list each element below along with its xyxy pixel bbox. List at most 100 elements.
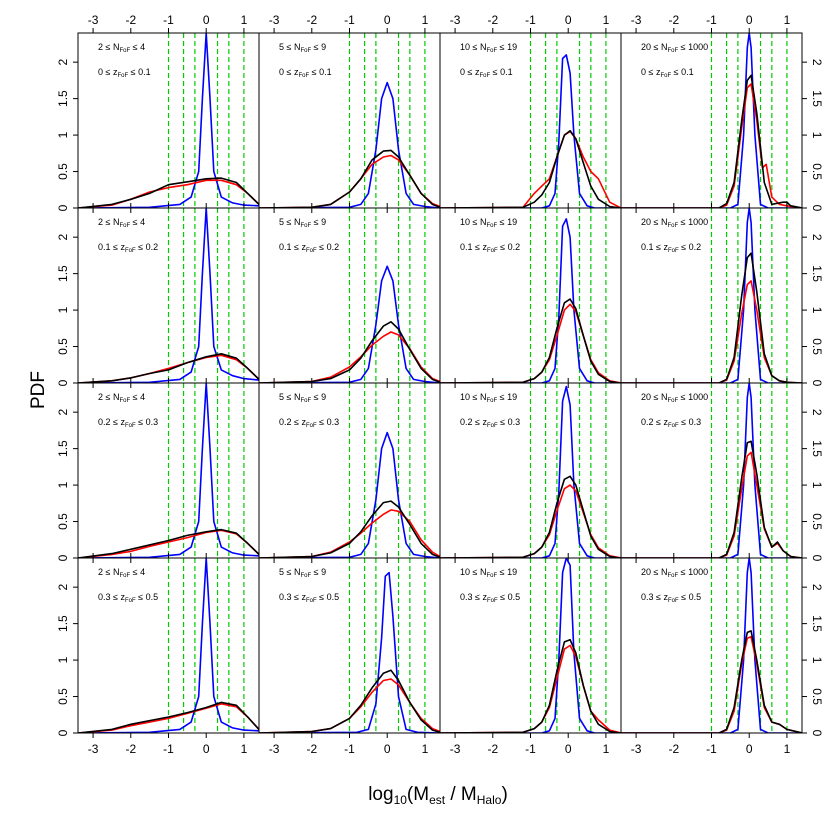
panel-r3-c1: 00.511.522 ≤ NFoF ≤ 40.2 ≤ zFoF ≤ 0.3 bbox=[56, 378, 260, 563]
y-tick-label-right: 0.5 bbox=[810, 163, 824, 180]
y-tick-label: 1 bbox=[56, 306, 70, 313]
n-range-post: ≤ 19 bbox=[497, 392, 517, 402]
x-tick-label-bottom: -1 bbox=[525, 742, 536, 756]
series-black-curve bbox=[440, 129, 621, 208]
x-tick-label-bottom: -2 bbox=[668, 742, 679, 756]
y-tick-label-right: 0 bbox=[810, 205, 824, 212]
y-tick-label-right: 1 bbox=[810, 657, 824, 664]
series-blue-curve bbox=[621, 383, 802, 558]
z-range-sub: FoF bbox=[668, 248, 679, 254]
n-range-post: ≤ 19 bbox=[497, 42, 517, 52]
n-range-sub: FoF bbox=[486, 223, 497, 229]
n-range-pre: 2 ≤ N bbox=[98, 42, 119, 52]
x-tick-label-top: 1 bbox=[603, 13, 610, 27]
z-range-post: ≤ 0.5 bbox=[679, 592, 701, 602]
panel-r1-c3: -3 -2 -1 0 110 ≤ NFoF ≤ 190 ≤ zFoF ≤ 0.1 bbox=[439, 13, 622, 213]
x-tick-label-bottom: 1 bbox=[784, 742, 791, 756]
n-range-sub: FoF bbox=[667, 223, 678, 229]
series-black-curve bbox=[621, 74, 802, 208]
panel-r4-c2: -3 -2 -1 0 15 ≤ NFoF ≤ 90.3 ≤ zFoF ≤ 0.5 bbox=[258, 553, 441, 756]
z-range-pre: 0.2 ≤ z bbox=[460, 417, 487, 427]
z-range-pre: 0 ≤ z bbox=[460, 67, 480, 77]
n-range-post: ≤ 4 bbox=[130, 392, 145, 402]
n-range-pre: 10 ≤ N bbox=[460, 217, 486, 227]
x-tick-label-top: 0 bbox=[565, 13, 572, 27]
z-range-sub: FoF bbox=[487, 248, 498, 254]
y-tick-label: 1 bbox=[56, 131, 70, 138]
n-range-sub: FoF bbox=[119, 48, 130, 54]
x-tick-label-top: -3 bbox=[450, 13, 461, 27]
z-range-label: 0.2 ≤ zFoF ≤ 0.3 bbox=[279, 417, 339, 429]
z-range-post: ≤ 0.2 bbox=[498, 242, 520, 252]
y-tick-label-right: 0.5 bbox=[810, 688, 824, 705]
z-range-sub: FoF bbox=[306, 423, 317, 429]
x-tick-label-top: -3 bbox=[631, 13, 642, 27]
n-range-pre: 20 ≤ N bbox=[641, 392, 667, 402]
z-range-label: 0.1 ≤ zFoF ≤ 0.2 bbox=[98, 242, 158, 254]
z-range-pre: 0.3 ≤ z bbox=[641, 592, 668, 602]
x-tick-label-bottom: 0 bbox=[565, 742, 572, 756]
n-range-sub: FoF bbox=[300, 223, 311, 229]
z-range-sub: FoF bbox=[117, 73, 128, 79]
z-range-sub: FoF bbox=[487, 598, 498, 604]
x-axis-title: log10(Mest / MHalo) bbox=[368, 784, 508, 807]
z-range-label: 0.2 ≤ zFoF ≤ 0.3 bbox=[98, 417, 158, 429]
panel-r2-c1: 00.511.522 ≤ NFoF ≤ 40.1 ≤ zFoF ≤ 0.2 bbox=[56, 203, 260, 388]
x-tick-label-bottom: 0 bbox=[203, 742, 210, 756]
z-range-label: 0.3 ≤ zFoF ≤ 0.5 bbox=[460, 592, 520, 604]
series-blue-curve bbox=[259, 265, 440, 383]
z-range-post: ≤ 0.3 bbox=[136, 417, 158, 427]
z-range-pre: 0.3 ≤ z bbox=[460, 592, 487, 602]
y-tick-label: 0.5 bbox=[56, 338, 70, 355]
z-range-post: ≤ 0.1 bbox=[309, 67, 331, 77]
z-range-sub: FoF bbox=[125, 423, 136, 429]
x-tick-label-top: -3 bbox=[88, 13, 99, 27]
series-blue-curve bbox=[440, 54, 621, 208]
series-blue-curve bbox=[259, 431, 440, 558]
x-tick-label-bottom: -3 bbox=[450, 742, 461, 756]
n-range-post: ≤ 9 bbox=[311, 392, 326, 402]
n-range-sub: FoF bbox=[486, 573, 497, 579]
x-tick-label-bottom: 1 bbox=[603, 742, 610, 756]
y-tick-label-right: 2 bbox=[810, 59, 824, 66]
y-tick-label: 0.5 bbox=[56, 688, 70, 705]
x-tick-label-top: -1 bbox=[344, 13, 355, 27]
y-tick-label: 2 bbox=[56, 584, 70, 591]
x-tick-label-top: -2 bbox=[306, 13, 317, 27]
z-range-pre: 0 ≤ z bbox=[641, 67, 661, 77]
y-tick-label-right: 0 bbox=[810, 730, 824, 737]
z-range-pre: 0.3 ≤ z bbox=[98, 592, 125, 602]
series-blue-curve bbox=[440, 385, 621, 558]
y-tick-label-right: 2 bbox=[810, 409, 824, 416]
n-range-pre: 20 ≤ N bbox=[641, 217, 667, 227]
x-tick-label-top: -3 bbox=[269, 13, 280, 27]
n-range-pre: 5 ≤ N bbox=[279, 217, 300, 227]
z-range-post: ≤ 0.1 bbox=[671, 67, 693, 77]
n-range-pre: 20 ≤ N bbox=[641, 567, 667, 577]
z-range-sub: FoF bbox=[668, 423, 679, 429]
y-tick-label-right: 1.5 bbox=[810, 90, 824, 107]
panel-grid: 00.511.52-3 -2 -1 0 12 ≤ NFoF ≤ 40 ≤ zFoF ≤ … bbox=[56, 13, 824, 756]
n-range-post: ≤ 9 bbox=[311, 567, 326, 577]
z-range-pre: 0 ≤ z bbox=[98, 67, 118, 77]
series-black-curve bbox=[78, 353, 259, 383]
n-range-post: ≤ 1000 bbox=[678, 567, 708, 577]
n-range-label: 5 ≤ NFoF ≤ 9 bbox=[279, 392, 326, 404]
x-tick-label-top: -2 bbox=[125, 13, 136, 27]
n-range-pre: 5 ≤ N bbox=[279, 567, 300, 577]
n-range-pre: 2 ≤ N bbox=[98, 392, 119, 402]
x-tick-label-top: -2 bbox=[668, 13, 679, 27]
z-range-pre: 0.2 ≤ z bbox=[279, 417, 306, 427]
y-tick-label-right: 0 bbox=[810, 555, 824, 562]
z-range-sub: FoF bbox=[660, 73, 671, 79]
x-tick-label-bottom: -1 bbox=[163, 742, 174, 756]
x-tick-label-top: 0 bbox=[746, 13, 753, 27]
z-range-post: ≤ 0.5 bbox=[136, 592, 158, 602]
x-tick-label-top: 0 bbox=[384, 13, 391, 27]
n-range-label: 20 ≤ NFoF ≤ 1000 bbox=[641, 217, 708, 229]
series-blue-curve bbox=[78, 558, 259, 733]
x-tick-label-top: -1 bbox=[525, 13, 536, 27]
z-range-pre: 0.1 ≤ z bbox=[98, 242, 125, 252]
